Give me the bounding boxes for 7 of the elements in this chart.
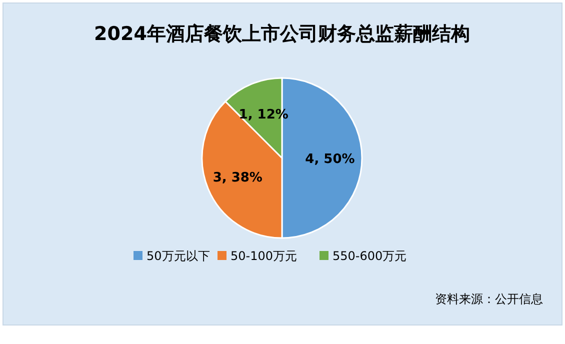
- legend-label: 50-100万元: [230, 249, 298, 263]
- data-label: 4, 50%: [305, 152, 355, 167]
- data-label: 3, 38%: [212, 170, 262, 186]
- chart-title: 2024年酒店餐饮上市公司财务总监薪酬结构: [94, 23, 470, 45]
- legend-label: 50万元以下: [146, 249, 210, 263]
- legend-label: 550-600万元: [332, 249, 407, 263]
- text: 资料来源：公开信息: [435, 292, 543, 306]
